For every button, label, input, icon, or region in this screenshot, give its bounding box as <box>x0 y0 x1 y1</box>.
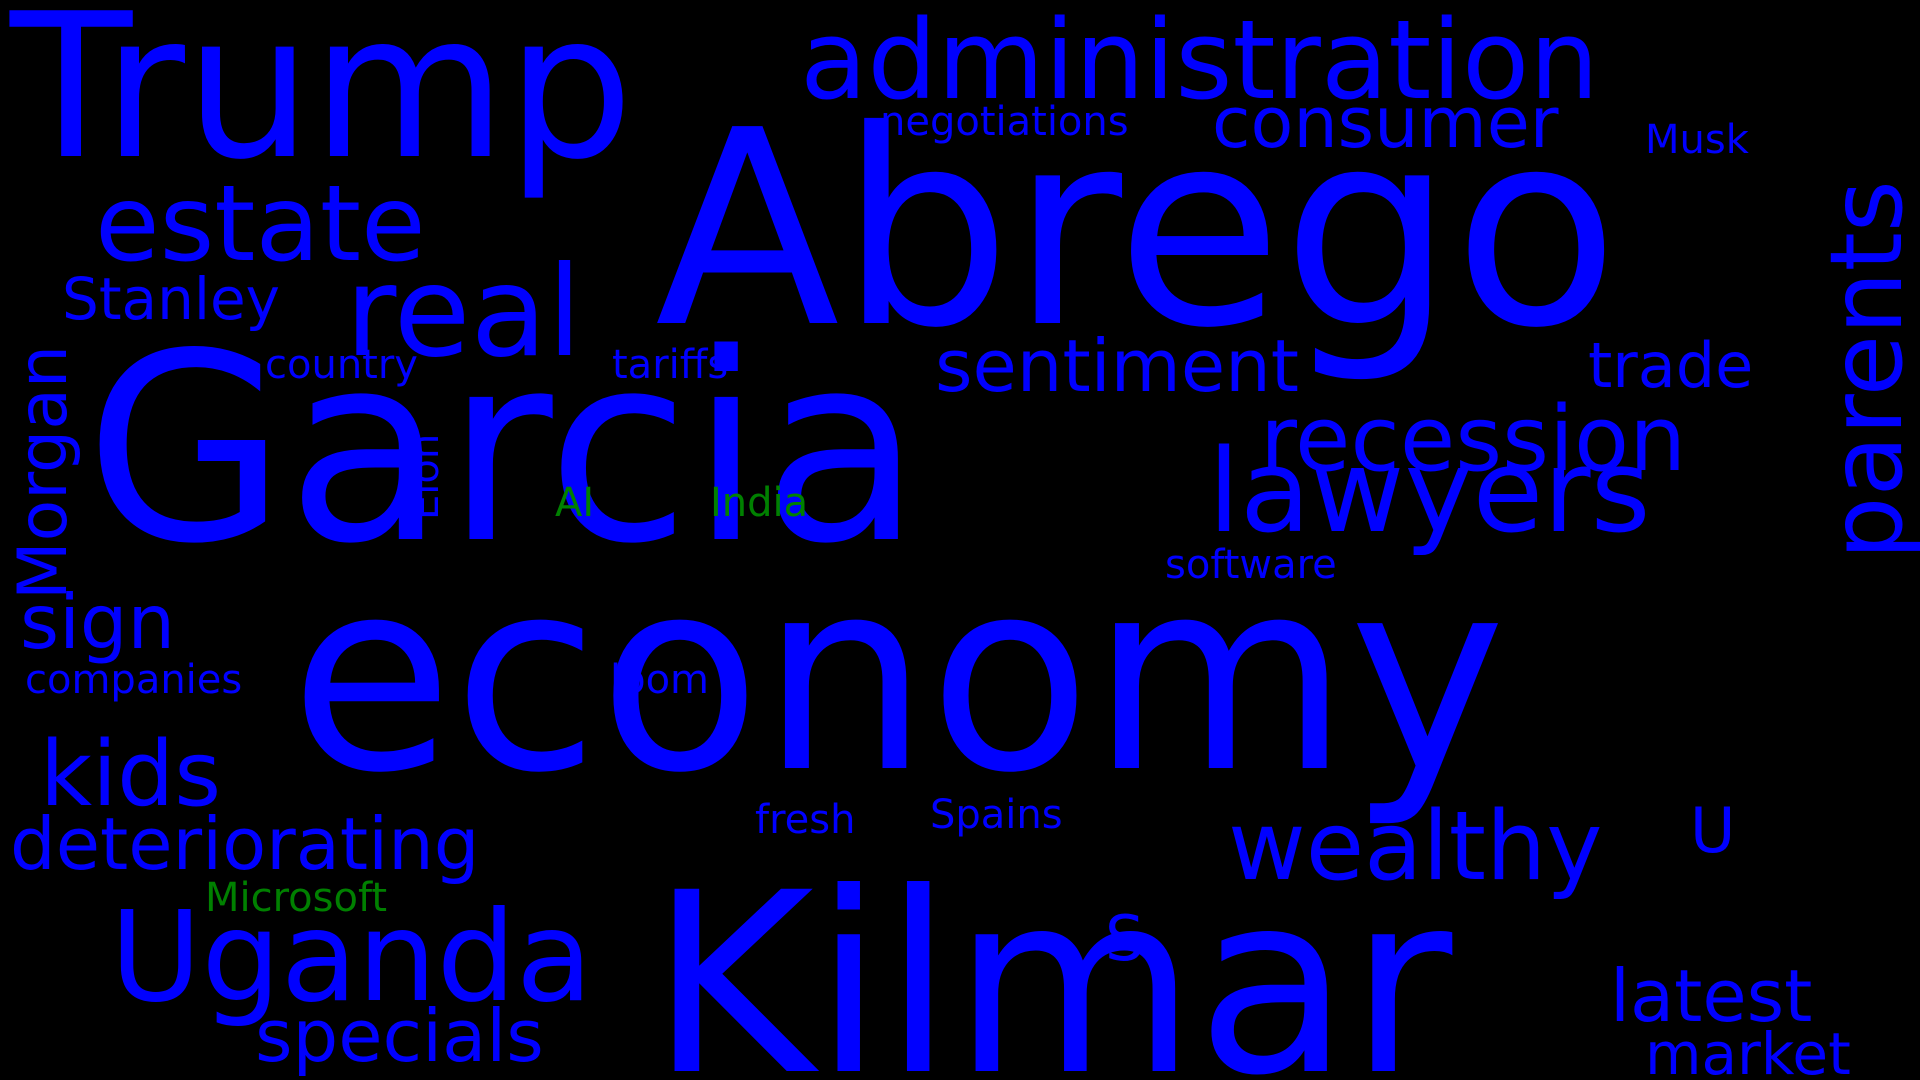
word-microsoft: Microsoft <box>205 875 388 921</box>
word-kilmar: Kilmar <box>650 839 1453 1080</box>
word-s: S <box>1105 902 1145 975</box>
word-economy: economy <box>290 523 1506 831</box>
word-software: software <box>1165 542 1337 588</box>
word-garcia: Garcia <box>85 299 922 601</box>
word-loom: loom <box>610 657 710 703</box>
word-sign: sign <box>20 578 176 666</box>
word-morgan: Morgan <box>4 345 83 600</box>
word-latest: latest <box>1610 954 1813 1038</box>
word-u: U <box>1690 794 1736 867</box>
word-market: market <box>1645 1020 1851 1080</box>
word-country: country <box>265 342 418 388</box>
word-recession: recession <box>1260 387 1687 492</box>
word-elon: Elon <box>402 433 448 520</box>
word-wealthy: wealthy <box>1228 792 1603 902</box>
word-uganda: Uganda <box>110 885 593 1030</box>
word-trump: Trump <box>10 0 634 204</box>
word-kids: kids <box>40 722 222 827</box>
word-musk: Musk <box>1645 117 1749 163</box>
word-companies: companies <box>25 657 243 703</box>
word-stanley: Stanley <box>62 265 280 333</box>
word-administration: administration <box>800 0 1600 124</box>
word-sentiment: sentiment <box>935 324 1299 408</box>
word-estate: estate <box>95 163 426 285</box>
word-trade: trade <box>1588 329 1754 402</box>
word-lawyers: lawyers <box>1208 425 1651 559</box>
word-spains: Spains <box>930 792 1063 838</box>
word-parents: parents <box>1808 180 1920 560</box>
word-real: real <box>345 240 582 385</box>
word-tariffs: tariffs <box>612 342 729 388</box>
word-negotiations: negotiations <box>880 99 1129 145</box>
word-deteriorating: deteriorating <box>10 802 480 886</box>
word-india: India <box>710 480 809 526</box>
word-ai: AI <box>555 480 595 526</box>
word-specials: specials <box>255 994 544 1078</box>
word-abrego: Abrego <box>655 72 1619 387</box>
word-fresh: fresh <box>755 797 856 843</box>
word-consumer: consumer <box>1212 82 1559 164</box>
